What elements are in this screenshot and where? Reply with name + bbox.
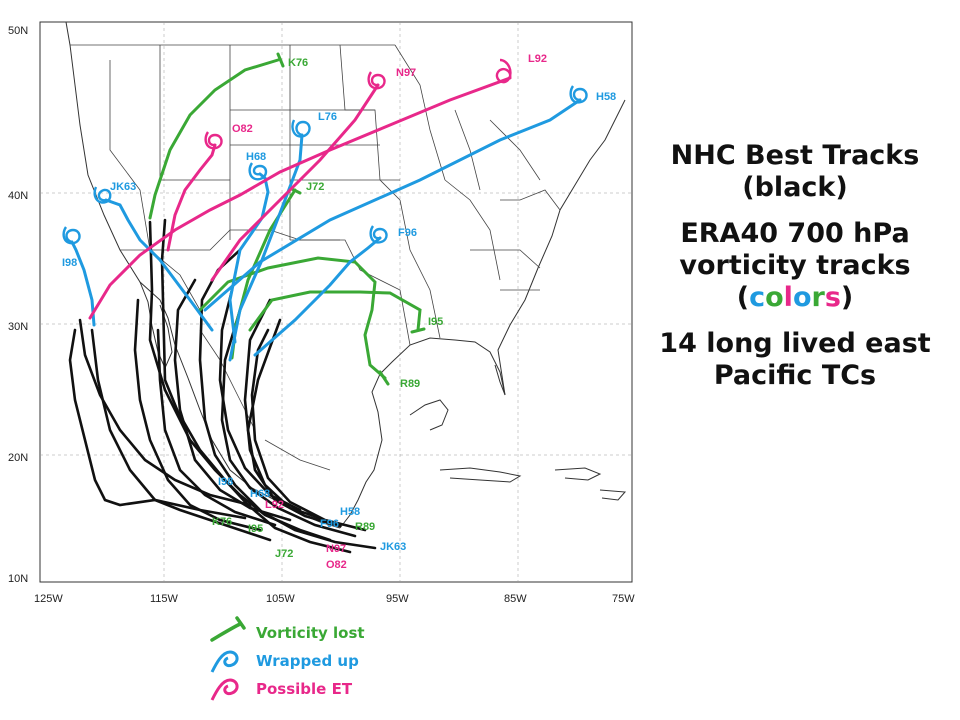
track-map: K76 N97 L92 H58 O82 L76 H68 J72 JK63 F96… bbox=[8, 21, 635, 701]
track-label-n97: N97 bbox=[396, 67, 416, 79]
blue-spirals bbox=[62, 85, 588, 245]
lon-label: 85W bbox=[504, 593, 527, 605]
genesis-label-i98: I98 bbox=[218, 476, 233, 488]
graticule bbox=[40, 22, 632, 582]
track-label-o82: O82 bbox=[232, 123, 253, 135]
lon-label: 105W bbox=[266, 593, 295, 605]
caption-pacific-tcs: Pacific TCs bbox=[713, 360, 877, 391]
green-end-tick bbox=[235, 616, 246, 630]
track-end-labels: K76 N97 L92 H58 O82 L76 H68 J72 JK63 F96… bbox=[62, 53, 616, 390]
lat-label: 20N bbox=[8, 452, 28, 464]
magenta-spiral-swatch bbox=[210, 678, 239, 701]
lon-label: 75W bbox=[612, 593, 635, 605]
genesis-label-i95: I95 bbox=[248, 523, 263, 535]
colors-letter: s bbox=[824, 282, 841, 313]
colors-letter: c bbox=[749, 282, 766, 313]
caption-colors: (colors) bbox=[630, 282, 960, 314]
map-frame bbox=[39, 21, 633, 583]
track-label-k76: K76 bbox=[288, 57, 308, 69]
genesis-label-r89: R89 bbox=[355, 521, 375, 533]
colors-letter: o bbox=[792, 282, 812, 313]
caption: NHC Best Tracks (black) ERA40 700 hPa vo… bbox=[630, 140, 960, 392]
genesis-label-h68: H68 bbox=[250, 488, 270, 500]
lat-label: 30N bbox=[8, 321, 28, 333]
blue-spiral-swatch bbox=[210, 650, 239, 673]
track-label-f96: F96 bbox=[398, 227, 417, 239]
lon-label: 95W bbox=[386, 593, 409, 605]
lon-label: 115W bbox=[150, 593, 179, 605]
blue-tracks bbox=[70, 98, 582, 362]
genesis-label-n97: N97 bbox=[326, 543, 346, 555]
latitude-labels: 50N 40N 30N 20N 10N bbox=[8, 25, 28, 585]
colors-letter: o bbox=[765, 282, 784, 313]
legend-wrapped-up: Wrapped up bbox=[210, 650, 359, 673]
caption-era40: ERA40 700 hPa bbox=[680, 218, 910, 249]
caption-paren-close: ) bbox=[840, 282, 854, 313]
track-label-h68: H68 bbox=[246, 151, 266, 163]
track-label-r89: R89 bbox=[400, 378, 420, 390]
genesis-label-jk63: JK63 bbox=[380, 541, 406, 553]
genesis-label-o82: O82 bbox=[326, 559, 347, 571]
magenta-tracks bbox=[88, 76, 512, 320]
genesis-label-h58: H58 bbox=[340, 506, 360, 518]
genesis-label-f96: F96 bbox=[320, 518, 339, 530]
track-label-h58: H58 bbox=[596, 91, 616, 103]
genesis-label-l92: L92 bbox=[265, 499, 284, 511]
track-label-i95: I95 bbox=[428, 316, 443, 328]
genesis-label-k76: K76 bbox=[212, 516, 232, 528]
caption-vorticity-tracks: vorticity tracks bbox=[679, 250, 911, 281]
best-tracks bbox=[68, 218, 377, 554]
lat-label: 10N bbox=[8, 573, 28, 585]
track-label-l92: L92 bbox=[528, 53, 547, 65]
track-label-jk63: JK63 bbox=[110, 181, 136, 193]
caption-best-tracks: NHC Best Tracks bbox=[670, 140, 920, 171]
lat-label: 50N bbox=[8, 25, 28, 37]
legend-label-possible-et: Possible ET bbox=[256, 680, 353, 698]
caption-paren-open: ( bbox=[736, 282, 750, 313]
colors-letter: l bbox=[783, 282, 793, 313]
track-label-i98: I98 bbox=[62, 257, 77, 269]
legend: Vorticity lost Wrapped up Possible ET bbox=[210, 616, 365, 701]
caption-long-lived: 14 long lived east bbox=[659, 328, 931, 359]
legend-vorticity-lost: Vorticity lost bbox=[210, 616, 365, 642]
longitude-labels: 125W 115W 105W 95W 85W 75W bbox=[34, 593, 635, 605]
genesis-label-j72: J72 bbox=[275, 548, 293, 560]
genesis-labels: I98 H68 L92 K76 I95 F96 H58 R89 JK63 J72… bbox=[212, 476, 406, 571]
track-label-l76: L76 bbox=[318, 111, 337, 123]
magenta-spirals bbox=[204, 58, 512, 150]
legend-label-wrapped-up: Wrapped up bbox=[256, 652, 359, 670]
legend-possible-et: Possible ET bbox=[210, 678, 353, 701]
lon-label: 125W bbox=[34, 593, 63, 605]
track-label-j72: J72 bbox=[306, 181, 324, 193]
legend-label-vorticity-lost: Vorticity lost bbox=[256, 624, 365, 642]
colors-letter: r bbox=[811, 282, 825, 313]
coastline bbox=[65, 21, 627, 529]
caption-black: (black) bbox=[742, 172, 848, 203]
green-track-swatch bbox=[210, 622, 242, 642]
lat-label: 40N bbox=[8, 190, 28, 202]
